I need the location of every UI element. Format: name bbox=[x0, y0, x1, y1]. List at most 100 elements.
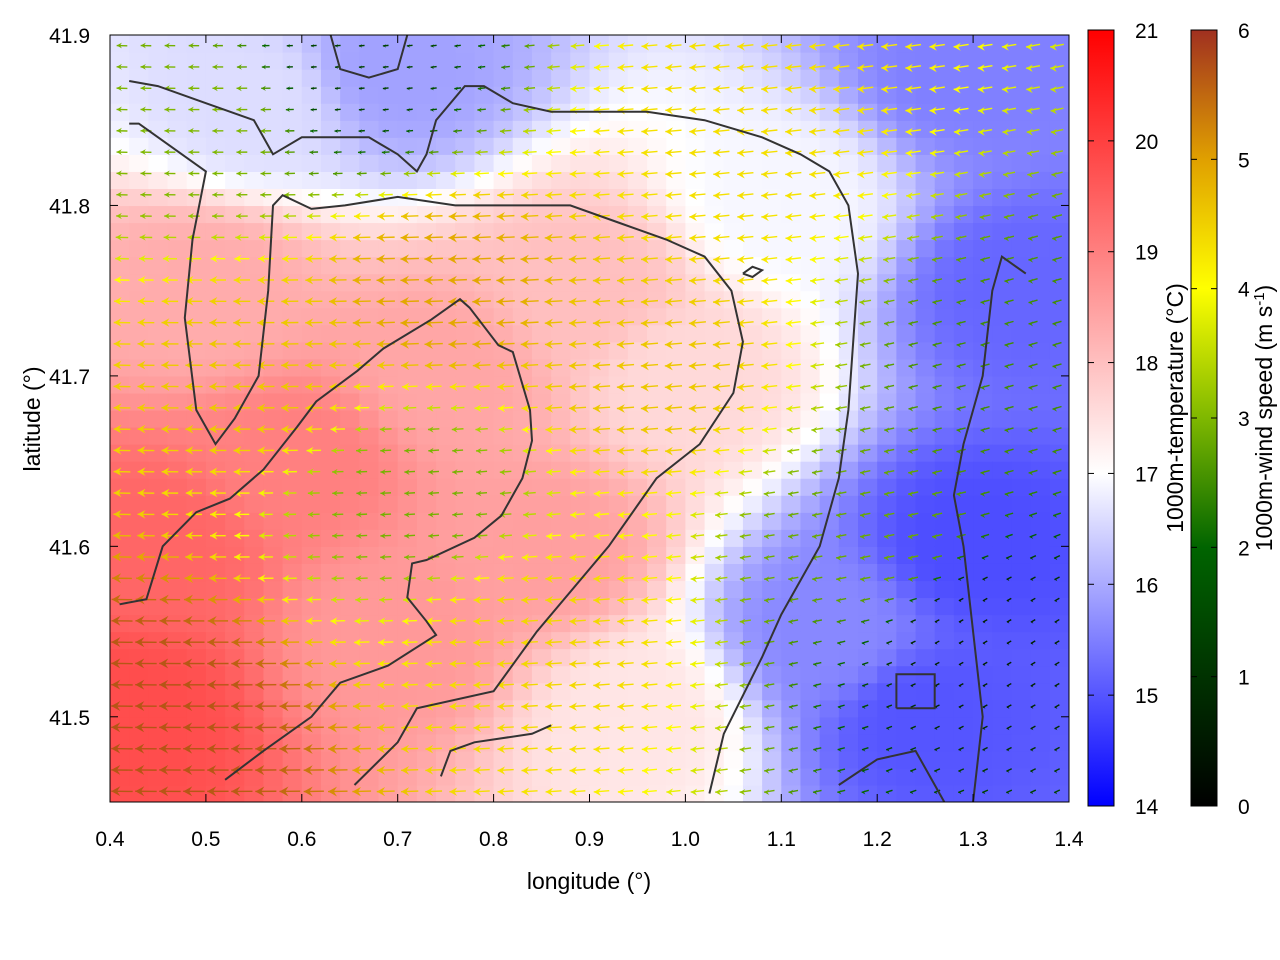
temperature-cell bbox=[436, 103, 456, 121]
temperature-cell bbox=[340, 478, 360, 496]
wind-arrow-head bbox=[159, 722, 169, 733]
temperature-cell bbox=[973, 546, 993, 564]
temperature-cell bbox=[263, 324, 284, 343]
temperature-cell bbox=[627, 512, 648, 530]
temperature-cell bbox=[436, 512, 456, 530]
temperature-cell bbox=[819, 648, 840, 667]
temperature-cell bbox=[589, 52, 610, 70]
wind-arrow-head bbox=[569, 766, 578, 775]
temperature-cell bbox=[148, 239, 169, 258]
wind-arrow-head bbox=[593, 766, 602, 775]
wind-arrow-head bbox=[834, 277, 841, 285]
wind-arrow-head bbox=[403, 404, 410, 412]
temperature-cell bbox=[570, 409, 591, 428]
wind-arrow-head bbox=[476, 511, 482, 518]
temperature-cell bbox=[110, 665, 130, 684]
wind-arrow-head bbox=[283, 532, 290, 540]
wind-arrow-head bbox=[207, 722, 217, 733]
temperature-cell bbox=[397, 103, 418, 121]
temperature-cell bbox=[531, 495, 552, 513]
temperature-cell bbox=[819, 358, 840, 377]
temperature-cell bbox=[973, 512, 993, 530]
temperature-cell bbox=[723, 495, 744, 513]
temperature-cell bbox=[742, 137, 763, 155]
temperature-cell bbox=[531, 733, 552, 752]
temperature-cell bbox=[647, 444, 667, 462]
temperature-cell bbox=[378, 427, 399, 445]
wind-arrow-head bbox=[428, 149, 434, 156]
wind-arrow-head bbox=[163, 234, 170, 241]
temperature-cell bbox=[992, 52, 1013, 70]
temperature-cell bbox=[436, 478, 456, 496]
temperature-cell bbox=[1011, 290, 1032, 309]
temperature-cell bbox=[1049, 409, 1069, 428]
wind-arrow-head bbox=[231, 679, 241, 690]
temperature-cell bbox=[205, 341, 226, 360]
temperature-cell bbox=[973, 409, 993, 428]
wind-arrow-head bbox=[448, 339, 457, 350]
temperature-cell bbox=[934, 546, 955, 564]
temperature-cell bbox=[551, 733, 571, 752]
temperature-cell bbox=[512, 205, 533, 224]
temperature-cell bbox=[992, 35, 1013, 53]
wind-arrow-head bbox=[499, 447, 506, 455]
temperature-cell bbox=[186, 529, 207, 547]
wind-arrow-head bbox=[376, 339, 386, 349]
temperature-cell bbox=[685, 256, 706, 275]
temperature-cell bbox=[455, 597, 476, 616]
temperature-cell bbox=[992, 597, 1013, 616]
wind-arrow-head bbox=[281, 382, 290, 392]
temperature-cell bbox=[378, 631, 399, 650]
wind-arrow-head bbox=[259, 233, 266, 242]
temperature-cell bbox=[877, 137, 897, 155]
wind-arrow-head bbox=[522, 447, 530, 455]
temperature-cell bbox=[819, 767, 840, 786]
temperature-cell bbox=[378, 375, 399, 394]
temperature-cell bbox=[838, 324, 859, 343]
temperature-cell bbox=[512, 699, 533, 718]
temperature-cell bbox=[934, 733, 955, 752]
temperature-cell bbox=[781, 750, 802, 769]
wind-arrow-head bbox=[496, 297, 505, 307]
wind-arrow-head bbox=[811, 448, 818, 455]
wind-arrow-head bbox=[161, 446, 170, 455]
temperature-cell bbox=[531, 307, 552, 326]
temperature-cell bbox=[992, 478, 1013, 496]
wind-arrow-head bbox=[737, 212, 745, 222]
temperature-cell bbox=[455, 273, 476, 292]
temperature-cell bbox=[244, 529, 265, 547]
wind-arrow-head bbox=[358, 44, 363, 48]
temperature-cell bbox=[320, 307, 341, 326]
temperature-cell bbox=[416, 546, 437, 564]
temperature-cell bbox=[666, 205, 686, 224]
temperature-cell bbox=[225, 563, 245, 582]
wind-arrow-head bbox=[472, 254, 481, 264]
wind-arrow-head bbox=[334, 129, 339, 133]
temperature-cell bbox=[205, 750, 226, 769]
wind-arrow-head bbox=[352, 765, 362, 776]
temperature-cell bbox=[992, 137, 1013, 155]
temperature-cell bbox=[455, 512, 476, 530]
temperature-cell bbox=[992, 546, 1013, 564]
temperature-cell bbox=[896, 529, 917, 547]
temperature-cell bbox=[992, 750, 1013, 769]
temperature-cell bbox=[282, 784, 303, 802]
wind-arrow-head bbox=[330, 212, 338, 221]
temperature-cell bbox=[992, 188, 1013, 207]
temperature-cell bbox=[1049, 222, 1069, 241]
wind-arrow-head bbox=[545, 787, 554, 796]
temperature-cell bbox=[723, 69, 744, 87]
wind-arrow-head bbox=[908, 491, 914, 497]
temperature-cell bbox=[1049, 614, 1069, 633]
temperature-cell bbox=[320, 103, 341, 121]
wind-arrow-head bbox=[979, 214, 985, 221]
wind-arrow-head bbox=[379, 426, 386, 433]
temperature-cell bbox=[570, 495, 591, 513]
wind-arrow-head bbox=[476, 490, 482, 497]
wind-arrow-head bbox=[185, 297, 194, 306]
temperature-cell bbox=[723, 580, 744, 599]
temperature-cell bbox=[1011, 154, 1032, 172]
wind-arrow-head bbox=[1004, 491, 1010, 497]
temperature-cell bbox=[110, 699, 130, 718]
wind-arrow-head bbox=[1002, 128, 1009, 136]
